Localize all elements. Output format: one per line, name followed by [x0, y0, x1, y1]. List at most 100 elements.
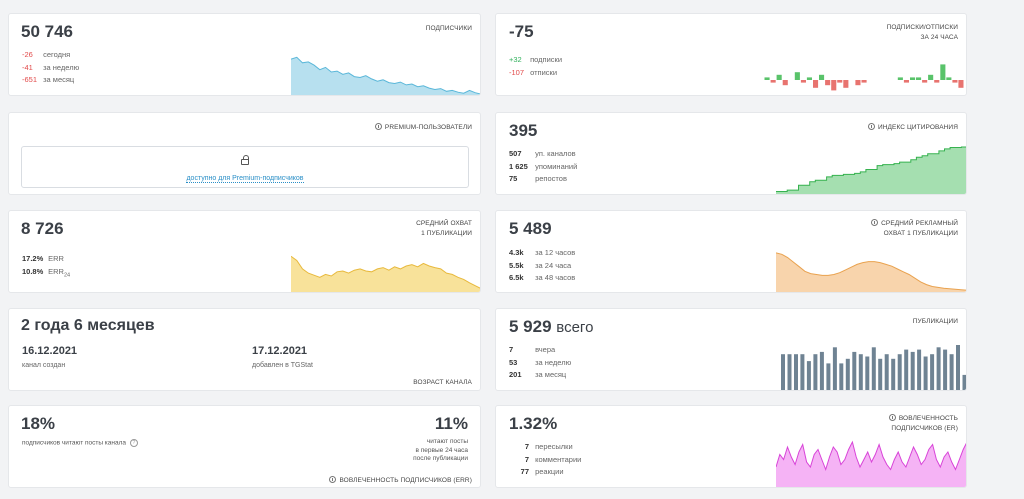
stat-mentions-label: упоминаний: [535, 161, 578, 171]
adreach-stats: 4.3k за 12 часов 5.5k за 24 часа 6.5k за…: [509, 247, 575, 285]
adreach-card[interactable]: 5 489 СРЕДНИЙ РЕКЛАМНЫЙ ОХВАТ 1 ПУБЛИКАЦ…: [495, 210, 967, 293]
subunsub-bar: [794, 72, 800, 80]
stat-month-label: за месяц: [43, 75, 75, 84]
stat-reactions-value: 77: [520, 467, 529, 476]
created-label: канал создан: [22, 362, 66, 369]
subscribers-area: [291, 57, 480, 95]
posts-bar: [878, 358, 883, 390]
info-icon: [329, 476, 337, 483]
age-value: 2 года 6 месяцев: [21, 317, 155, 334]
posts-caption: ПУБЛИКАЦИИ: [912, 318, 958, 325]
subscribers-card[interactable]: 50 746 ПОДПИСЧИКИ -26 сегодня -41 за нед…: [8, 13, 481, 96]
engagement-caption: ВОВЛЕЧЕННОСТЬ ПОДПИСЧИКОВ (ER): [888, 414, 958, 434]
stat-unsubs-label: отписки: [530, 67, 558, 77]
stat-comments-value: 7: [524, 454, 529, 464]
subunsub-bar: [806, 77, 812, 80]
adreach-line: [776, 252, 966, 291]
premium-link[interactable]: доступно для Premium-подписчиков: [186, 175, 304, 183]
posts-bar: [800, 354, 805, 390]
premium-card[interactable]: PREMIUM-ПОЛЬЗОВАТЕЛИ доступно для Premiu…: [8, 112, 481, 195]
posts-bar: [904, 349, 909, 390]
posts-bar: [806, 361, 811, 390]
subunsub-bar: [764, 77, 770, 80]
added-label: добавлен в TGStat: [252, 362, 313, 369]
subscribers-sparkline: [291, 56, 480, 95]
info-icon: [374, 123, 382, 130]
posts-bar: [897, 354, 902, 390]
premium-caption: PREMIUM-ПОЛЬЗОВАТЕЛИ: [374, 123, 472, 133]
posts-bar: [781, 354, 785, 390]
adreach-caption-line2: ОХВАТ 1 ПУБЛИКАЦИИ: [883, 230, 958, 237]
stat-48h-value: 6.5k: [509, 273, 524, 282]
stat-forwards-label: пересылки: [535, 442, 573, 451]
subscribers-line: [291, 56, 480, 95]
stat-err24-label: ERR24: [48, 266, 71, 279]
subunsub-bar: [770, 80, 776, 83]
stat-subs-label: подписки: [530, 55, 563, 64]
age-card[interactable]: 2 года 6 месяцев 16.12.2021 канал создан…: [8, 308, 481, 391]
subunsub-caption-line1: ПОДПИСКИ/ОТПИСКИ: [886, 24, 958, 31]
posts-card[interactable]: 5 929 всего ПУБЛИКАЦИИ 7 вчера 53 за нед…: [495, 308, 967, 391]
subunsub-card[interactable]: -75 ПОДПИСКИ/ОТПИСКИ ЗА 24 ЧАСА +32 подп…: [495, 13, 967, 96]
posts-bar: [884, 354, 889, 390]
subunsub-bar: [910, 77, 916, 80]
subunsub-bar: [843, 80, 849, 88]
stat-week-label: за неделю: [43, 62, 80, 72]
stat-yesterday-label: вчера: [535, 345, 556, 354]
reach-stats: 17.2% ERR 10.8% ERR24: [22, 253, 70, 282]
posts-bar: [839, 363, 844, 390]
help-icon[interactable]: ?: [129, 439, 138, 447]
adreach-sparkline: [776, 252, 966, 292]
readers-card[interactable]: 18% подписчиков читают посты канала ? 11…: [8, 405, 481, 488]
subunsub-bar: [825, 80, 831, 86]
stat-24h-label: за 24 часа: [535, 260, 572, 270]
age-caption: ВОЗРАСТ КАНАЛА: [413, 379, 472, 386]
engagement-card[interactable]: 1.32% ВОВЛЕЧЕННОСТЬ ПОДПИСЧИКОВ (ER) 7 п…: [495, 405, 967, 488]
readers-left-label: подписчиков читают посты канала ?: [22, 439, 138, 447]
reach-value: 8 726: [21, 219, 64, 238]
lock-icon: [241, 155, 249, 165]
stat-unsubs-value: -107: [509, 67, 525, 77]
subunsub-bar: [934, 80, 940, 83]
posts-bar: [832, 347, 837, 390]
stat-posts-week-label: за неделю: [535, 357, 572, 367]
posts-bar: [865, 356, 870, 390]
subunsub-bar: [903, 80, 909, 83]
subunsub-caption: ПОДПИСКИ/ОТПИСКИ ЗА 24 ЧАСА: [887, 23, 958, 43]
stat-err-value: 17.2%: [22, 254, 44, 263]
citation-area: [776, 147, 966, 194]
posts-bar: [962, 374, 966, 390]
reach-line: [291, 255, 480, 289]
info-icon: [867, 123, 875, 130]
stat-channels-label: уп. каналов: [535, 149, 576, 158]
engagement-value: 1.32%: [509, 414, 558, 433]
posts-bars: [781, 345, 966, 390]
posts-bar: [930, 354, 935, 390]
created-date: 16.12.2021: [22, 345, 78, 357]
posts-value: 5 929 всего: [509, 317, 594, 336]
subunsub-bar: [776, 74, 782, 80]
stat-month-value: -651: [22, 75, 38, 84]
posts-bar: [891, 358, 896, 390]
subunsub-bar: [831, 80, 837, 91]
stat-week-value: -41: [22, 62, 33, 72]
reach-card[interactable]: 8 726 СРЕДНИЙ ОХВАТ 1 ПУБЛИКАЦИИ 17.2% E…: [8, 210, 481, 293]
posts-bar: [794, 354, 798, 390]
subunsub-bar: [897, 77, 903, 80]
subunsub-bars: [764, 64, 964, 91]
stat-12h-label: за 12 часов: [535, 248, 576, 257]
stat-today-value: -26: [22, 50, 33, 59]
posts-bar: [910, 351, 915, 390]
stat-mentions-value: 1 625: [509, 161, 528, 171]
citation-caption: ИНДЕКС ЦИТИРОВАНИЯ: [867, 123, 958, 133]
subunsub-bar: [928, 74, 934, 80]
posts-bar: [917, 349, 922, 390]
subunsub-bar: [952, 80, 958, 83]
citation-line: [776, 146, 966, 192]
subunsub-caption-line2: ЗА 24 ЧАСА: [920, 34, 958, 41]
stat-reposts-value: 75: [509, 174, 518, 183]
stat-err-label: ERR: [48, 254, 64, 263]
citation-card[interactable]: 395 ИНДЕКС ЦИТИРОВАНИЯ 507 уп. каналов 1…: [495, 112, 967, 195]
subunsub-value: -75: [509, 22, 534, 41]
posts-bar: [949, 354, 954, 390]
